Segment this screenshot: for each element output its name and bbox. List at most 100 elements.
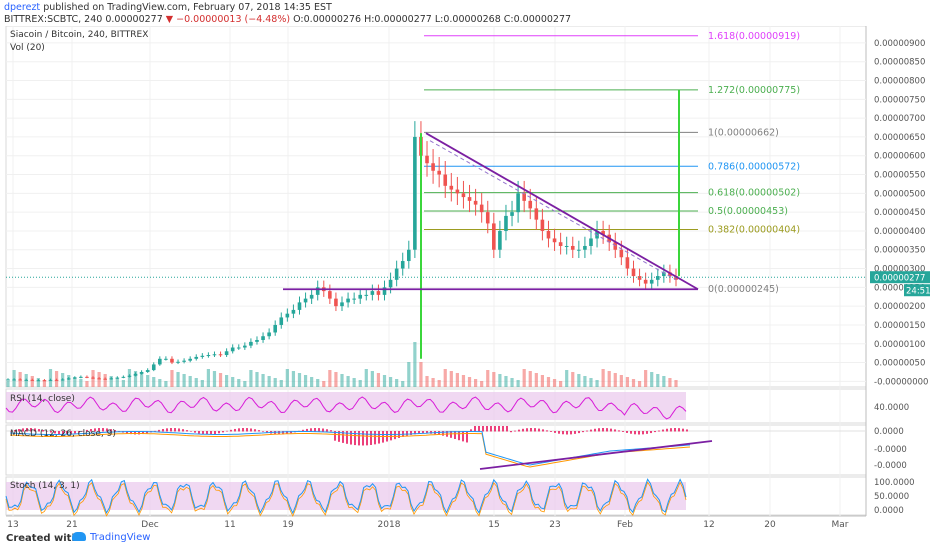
macd-histogram-bar xyxy=(358,431,360,446)
volume-bar xyxy=(115,378,119,387)
macd-histogram-bar xyxy=(194,431,196,433)
volume-bar xyxy=(133,371,138,387)
ohlc-values: O:0.00000276 H:0.00000277 L:0.00000268 C… xyxy=(293,14,572,25)
macd-histogram-bar xyxy=(10,431,12,432)
author-link[interactable]: dperezt xyxy=(4,2,41,13)
candle-body xyxy=(212,354,217,356)
macd-histogram-bar xyxy=(518,429,520,432)
x-tick-label: Dec xyxy=(141,520,158,528)
candle-body xyxy=(60,379,65,381)
macd-histogram-bar xyxy=(562,431,564,435)
stoch-tick-label: 0.0000 xyxy=(874,506,904,516)
fib-level-label: 0.786(0.00000572) xyxy=(708,161,800,172)
volume-bar xyxy=(267,376,271,387)
macd-histogram-bar xyxy=(98,428,100,432)
volume-bar xyxy=(121,380,125,387)
macd-histogram-bar xyxy=(310,428,312,432)
candle-body xyxy=(121,376,126,378)
candle-body xyxy=(309,294,314,299)
volume-bar xyxy=(291,371,296,387)
candle-body xyxy=(443,174,448,186)
volume-bar xyxy=(170,370,174,387)
candle-body xyxy=(407,249,411,262)
macd-histogram-bar xyxy=(558,431,560,434)
candle-body xyxy=(649,279,654,284)
fib-level-label: 0.5(0.00000453) xyxy=(708,206,788,217)
macd-histogram-bar xyxy=(214,431,216,435)
macd-histogram-bar xyxy=(626,431,628,433)
y-tick-label: 0.00000500 xyxy=(874,189,925,199)
published-info: published on TradingView.com, February 0… xyxy=(43,2,332,13)
fib-level-label: 0(0.00000245) xyxy=(708,284,779,295)
macd-histogram-bar xyxy=(234,428,236,432)
macd-histogram-bar xyxy=(126,431,128,434)
candle-body xyxy=(601,230,605,235)
volume-bar xyxy=(625,377,630,387)
volume-bar xyxy=(461,375,466,387)
volume-bar xyxy=(152,377,156,387)
macd-histogram-bar xyxy=(94,428,96,432)
macd-histogram-bar xyxy=(498,426,500,432)
candle-body xyxy=(66,378,71,380)
volume-bar xyxy=(431,378,435,387)
volume-bar xyxy=(67,375,71,387)
fib-level-label: 1(0.00000662) xyxy=(708,127,779,138)
candle-body xyxy=(267,332,271,337)
candle-body xyxy=(388,279,393,288)
candle-body xyxy=(504,215,508,231)
macd-histogram-bar xyxy=(218,431,220,434)
volume-bar xyxy=(674,380,678,387)
volume-label: Vol (20) xyxy=(10,43,45,53)
volume-bar xyxy=(552,379,557,387)
volume-bar xyxy=(413,342,417,387)
candle-body xyxy=(170,358,174,363)
macd-histogram-bar xyxy=(666,428,668,432)
rsi-line xyxy=(5,396,687,420)
macd-histogram-bar xyxy=(86,429,88,432)
tradingview-brand[interactable]: TradingView xyxy=(72,532,150,543)
volume-bar xyxy=(303,375,308,387)
candle-body xyxy=(291,309,296,314)
candle-body xyxy=(109,378,114,380)
volume-bar xyxy=(546,377,551,387)
x-tick-label: 20 xyxy=(764,520,776,528)
volume-bar xyxy=(656,374,660,387)
macd-histogram-bar xyxy=(658,430,660,432)
candle-body xyxy=(577,249,581,251)
candle-body xyxy=(151,364,156,371)
volume-bar xyxy=(310,377,314,387)
volume-bar xyxy=(30,376,34,387)
macd-histogram-bar xyxy=(482,426,484,432)
volume-bar xyxy=(42,380,47,387)
volume-bar xyxy=(73,377,77,387)
stoch-tick-label: 100.0000 xyxy=(874,478,915,488)
macd-histogram-bar xyxy=(610,428,612,432)
macd-histogram-bar xyxy=(42,429,44,432)
candle-body xyxy=(413,136,417,250)
price-chart[interactable]: 13 21 Dec 11 19 2018 15 23 Feb 12 20 Mar 0.00000900 0… xyxy=(0,26,932,528)
macd-histogram-bar xyxy=(26,428,28,432)
macd-histogram-bar xyxy=(470,429,472,432)
volume-bar xyxy=(316,379,320,387)
candle-body xyxy=(479,204,484,213)
candle-body xyxy=(662,272,666,277)
macd-histogram-bar xyxy=(606,428,608,432)
macd-histogram-bar xyxy=(674,428,676,432)
y-tick-label: 0.00000450 xyxy=(874,208,925,218)
macd-histogram-bar xyxy=(590,429,592,432)
y-tick-label: 0.00000050 xyxy=(874,359,925,369)
macd-histogram-bar xyxy=(522,428,524,432)
macd-histogram-bar xyxy=(466,431,468,443)
macd-histogram-bar xyxy=(154,430,156,432)
macd-histogram-bar xyxy=(210,431,212,435)
macd-histogram-bar xyxy=(58,431,60,435)
volume-bar xyxy=(668,378,672,387)
down-arrow-icon: ▼ xyxy=(165,14,174,25)
candle-body xyxy=(176,361,180,363)
volume-bar xyxy=(607,371,611,387)
volume-bar xyxy=(146,375,150,387)
volume-bar xyxy=(188,376,192,387)
volume-bar xyxy=(212,371,217,387)
macd-histogram-bar xyxy=(418,431,420,434)
macd-histogram-bar xyxy=(542,429,544,432)
